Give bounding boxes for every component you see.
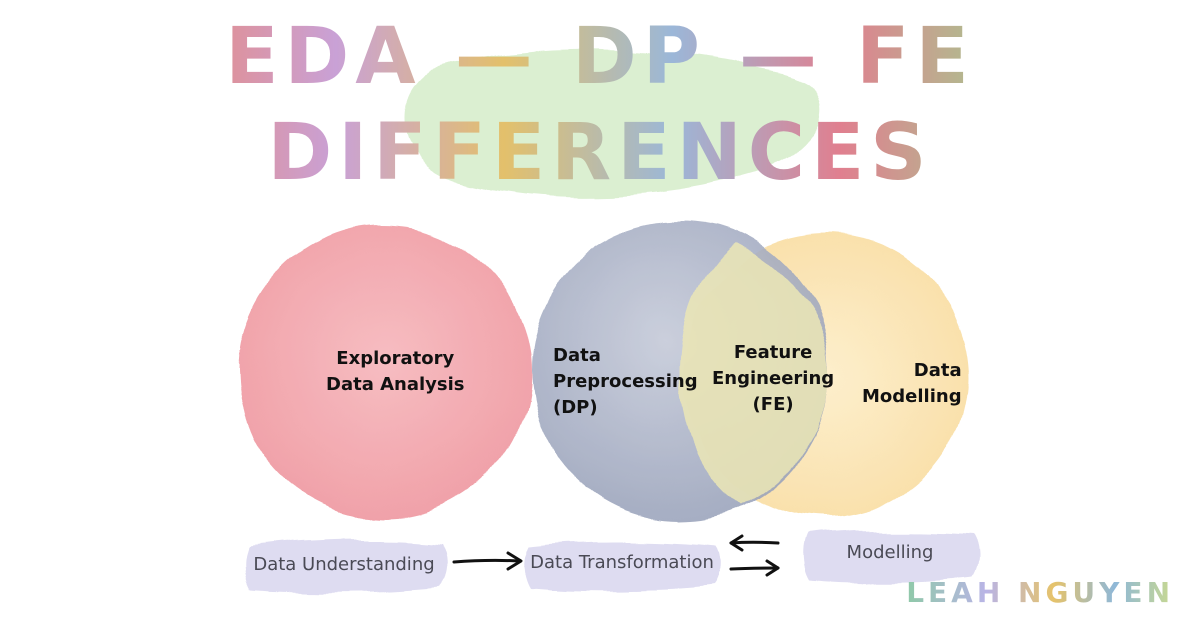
fe-label-line-3: (FE) (752, 394, 794, 415)
arrow-modelling-to-transformation (729, 534, 780, 552)
stage-wash-2 (521, 541, 721, 591)
arrow-transformation-to-modelling (729, 559, 780, 577)
stage-data-transformation: Data Transformation (530, 552, 714, 573)
dp-label-line-2: Preprocessing (553, 371, 698, 392)
stage-wash-1 (243, 540, 448, 593)
fe-label-line-2: Engineering (712, 368, 835, 389)
arrow-understanding-to-transformation (452, 551, 523, 571)
stage-data-understanding: Data Understanding (253, 554, 435, 575)
title-line-2: DIFFERENCES (0, 108, 1200, 198)
title-line-1: EDA — DP — FE (0, 12, 1200, 102)
eda-label-line-2: Data Analysis (326, 374, 465, 395)
dm-label: Data Modelling (862, 358, 962, 410)
dm-label-line-1: Data (913, 360, 962, 381)
author-signature: LEAH NGUYEN (906, 576, 1174, 609)
fe-label-line-1: Feature (733, 342, 813, 363)
dm-label-line-2: Modelling (862, 386, 962, 407)
fe-overlap (680, 242, 830, 505)
eda-label-line-1: Exploratory (336, 348, 455, 369)
stage-modelling: Modelling (846, 542, 934, 563)
dp-label-line-3: (DP) (553, 397, 598, 418)
dp-label: Data Preprocessing (DP) (553, 343, 698, 421)
stage-wash-3 (801, 531, 978, 583)
fe-label: Feature Engineering (FE) (712, 340, 834, 418)
dp-label-line-1: Data (553, 345, 601, 366)
eda-circle (238, 226, 530, 518)
title-wash (404, 50, 821, 196)
eda-label: Exploratory Data Analysis (326, 346, 465, 398)
